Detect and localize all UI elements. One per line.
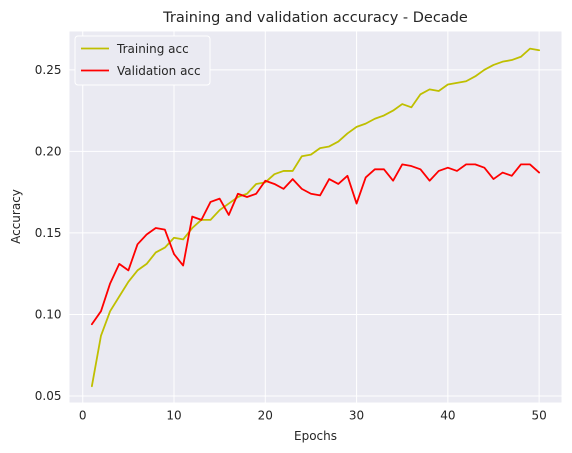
legend-label-training: Training acc xyxy=(116,42,189,56)
y-axis-label: Accuracy xyxy=(9,189,23,244)
y-tick-label: 0.20 xyxy=(35,144,62,158)
legend: Training acc Validation acc xyxy=(75,36,210,85)
x-tick-label: 30 xyxy=(349,409,364,423)
x-tick-label: 10 xyxy=(166,409,181,423)
y-tick-label: 0.15 xyxy=(35,226,62,240)
x-tick-label: 20 xyxy=(258,409,273,423)
plot-background xyxy=(70,32,562,403)
chart-title: Training and validation accuracy - Decad… xyxy=(162,10,468,26)
x-tick-label: 50 xyxy=(531,409,546,423)
x-tick-label: 40 xyxy=(440,409,455,423)
y-tick-label: 0.25 xyxy=(35,63,62,77)
x-axis-label: Epochs xyxy=(294,429,337,443)
legend-label-validation: Validation acc xyxy=(117,64,201,78)
y-tick-label: 0.05 xyxy=(35,389,62,403)
y-tick-label: 0.10 xyxy=(35,307,62,321)
x-tick-label: 0 xyxy=(79,409,87,423)
